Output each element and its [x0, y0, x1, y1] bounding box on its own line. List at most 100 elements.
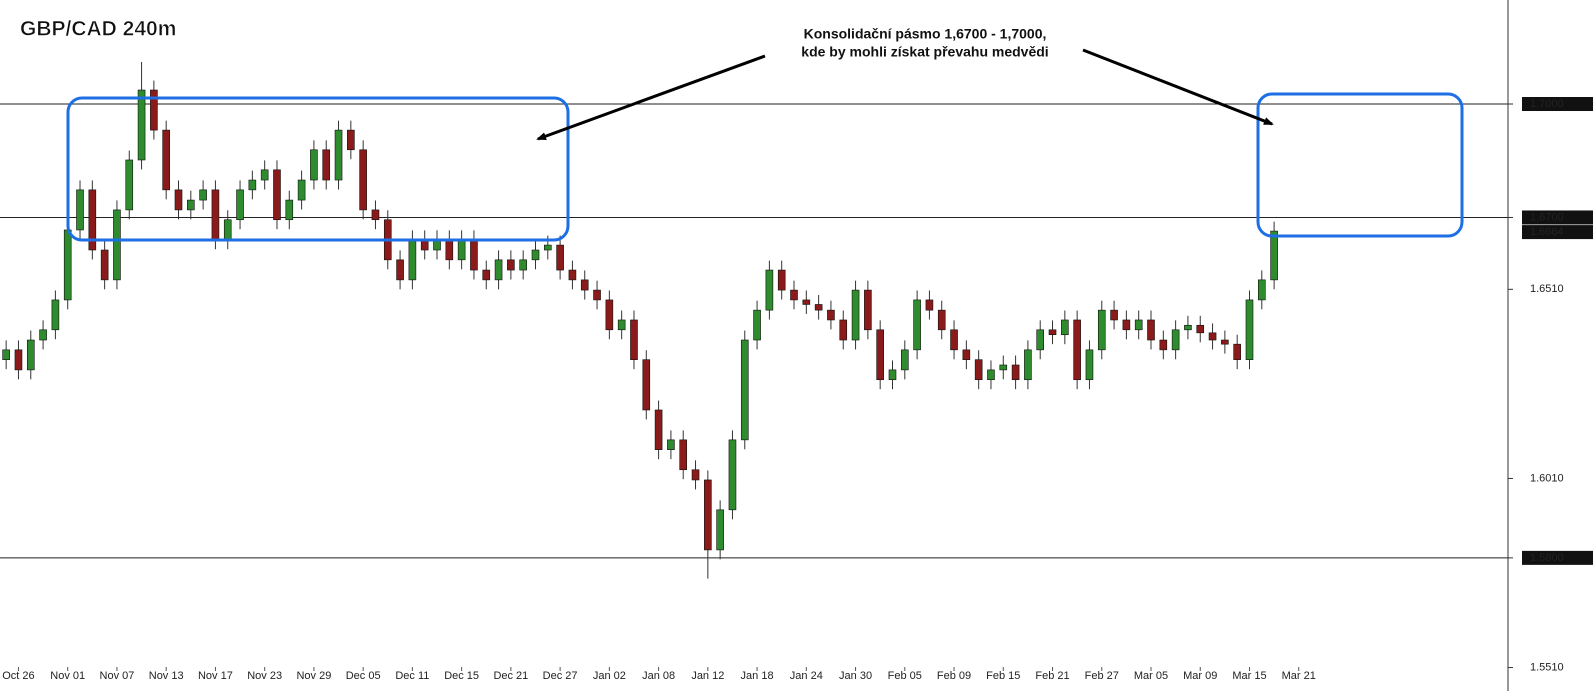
x-tick-label: Feb 21: [1035, 670, 1069, 682]
candle-body: [334, 129, 343, 181]
target-box: [1256, 92, 1464, 238]
candle-body: [617, 319, 626, 331]
candle-body: [1159, 339, 1168, 351]
candle-body: [1061, 319, 1069, 336]
x-tick-label: Nov 07: [100, 670, 135, 682]
candle-body: [1221, 339, 1229, 345]
candle-body: [51, 299, 60, 331]
candle-body: [531, 249, 540, 261]
candle-body: [568, 269, 577, 281]
x-tick-label: Feb 09: [937, 670, 971, 682]
candle-body: [187, 199, 195, 211]
x-tick-label: Feb 05: [888, 670, 922, 682]
y-tick-label-box: [1522, 210, 1593, 225]
x-tick-label: Dec 11: [395, 670, 429, 682]
candle-body: [716, 509, 724, 551]
candle-body: [790, 289, 798, 301]
candle-body: [1196, 324, 1205, 334]
candle-body: [248, 179, 257, 191]
candle-body: [580, 279, 589, 291]
annotation: kde by mohli získat převahu medvědi: [801, 44, 1048, 60]
y-tick-label: 1.5800: [1530, 552, 1564, 564]
candle-body: [1085, 349, 1094, 381]
x-tick-label: Feb 27: [1085, 670, 1119, 682]
y-tick-label: 1.7000: [1530, 98, 1564, 110]
candle-body: [691, 469, 700, 481]
candle-body: [913, 299, 921, 351]
candle-body: [679, 439, 688, 471]
candle-body: [962, 349, 971, 360]
candle-body: [1073, 319, 1081, 381]
candle-body: [740, 339, 749, 441]
x-tick-label: Jan 12: [691, 670, 724, 682]
candle-body: [347, 129, 355, 151]
candle-body: [1171, 329, 1180, 351]
candle-body: [494, 259, 503, 281]
candle-body: [137, 89, 146, 161]
y-tick-label: 1.6010: [1530, 472, 1564, 484]
candle-body: [125, 159, 134, 211]
candle-body: [63, 229, 72, 301]
candle-body: [802, 299, 811, 305]
candle-body: [408, 239, 417, 281]
x-tick-label: Feb 15: [986, 670, 1020, 682]
candle-body: [605, 299, 614, 331]
candle-body: [76, 189, 84, 231]
candle-body: [1233, 343, 1241, 360]
candle-body: [667, 439, 675, 450]
candle-body: [642, 359, 651, 411]
candle-body: [2, 349, 10, 360]
candle-body: [974, 359, 983, 381]
candle-body: [950, 329, 958, 351]
candle-body: [999, 364, 1008, 371]
y-tick-label: 1.6510: [1530, 283, 1564, 295]
candle-body: [285, 199, 294, 221]
y-tick-label-box: [1522, 97, 1593, 112]
candle-body: [1036, 329, 1045, 351]
chart-title: GBP/CAD 240m: [20, 18, 176, 41]
candle-body: [765, 269, 774, 311]
candle-body: [814, 304, 823, 311]
candle-body: [1011, 364, 1020, 381]
candle-body: [310, 149, 318, 181]
candle-body: [1208, 332, 1217, 341]
x-tick-label: Oct 26: [2, 670, 34, 682]
candle-body: [654, 409, 663, 450]
arrow: [536, 54, 766, 141]
x-tick-label: Mar 09: [1183, 670, 1217, 682]
x-tick-label: Mar 05: [1134, 670, 1168, 682]
y-tick-label: 1.6700: [1530, 211, 1564, 223]
y-tick-label: 1.5510: [1530, 661, 1564, 673]
x-tick-label: Jan 02: [593, 670, 626, 682]
candle-body: [507, 259, 515, 271]
candle-body: [1245, 299, 1254, 360]
candle-body: [925, 299, 934, 311]
annotation: Konsolidační pásmo 1,6700 - 1,7000,: [804, 26, 1047, 42]
candle-body: [396, 259, 404, 281]
candle-body: [704, 479, 712, 551]
candle-body: [223, 219, 232, 241]
candle-body: [162, 129, 170, 191]
candle-body: [1257, 279, 1266, 301]
candle-body: [371, 209, 380, 221]
candle-body: [482, 269, 491, 281]
x-tick-label: Nov 23: [247, 670, 282, 682]
candle-body: [297, 179, 306, 201]
candle-body: [113, 209, 121, 281]
candle-body: [728, 439, 737, 511]
x-tick-label: Jan 18: [741, 670, 774, 682]
x-tick-label: Jan 30: [839, 670, 872, 682]
candle-body: [1048, 329, 1057, 336]
candle-body: [1147, 319, 1155, 341]
candle-body: [1270, 230, 1278, 281]
candle-body: [851, 289, 860, 341]
candle-body: [174, 189, 183, 211]
candle-body: [544, 244, 552, 251]
candle-body: [777, 269, 786, 291]
candle-body: [827, 309, 835, 321]
candle-body: [1184, 324, 1192, 331]
candle-body: [839, 319, 848, 341]
candle-body: [236, 189, 244, 221]
